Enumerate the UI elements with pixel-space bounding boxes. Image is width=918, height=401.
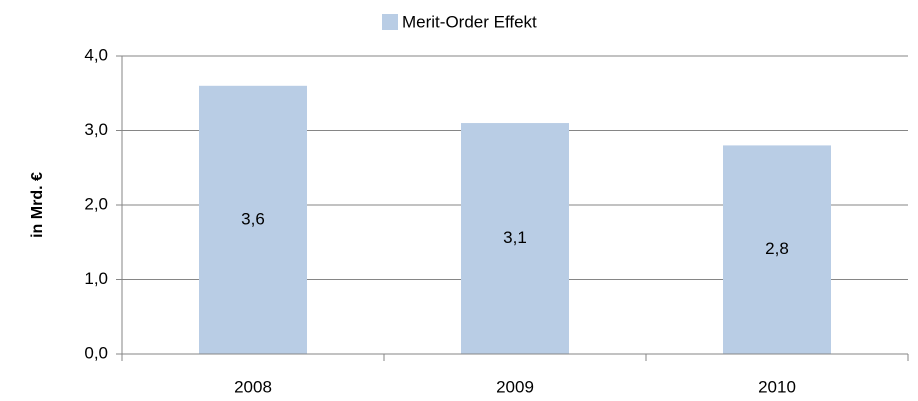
bar xyxy=(461,123,569,354)
value-label: 3,1 xyxy=(503,228,527,247)
legend-swatch xyxy=(382,14,398,30)
y-tick-label: 0,0 xyxy=(84,343,108,362)
y-tick-label: 1,0 xyxy=(84,269,108,288)
y-tick-label: 3,0 xyxy=(84,120,108,139)
bar xyxy=(723,145,831,354)
x-tick-label: 2009 xyxy=(496,377,534,396)
y-tick-label: 2,0 xyxy=(84,194,108,213)
y-axis-label: in Mrd. € xyxy=(29,172,46,238)
legend-label: Merit-Order Effekt xyxy=(402,12,537,31)
value-label: 2,8 xyxy=(765,239,789,258)
bar xyxy=(199,85,307,355)
x-tick-label: 2008 xyxy=(234,377,272,396)
y-tick-label: 4,0 xyxy=(84,45,108,64)
x-tick-label: 2010 xyxy=(758,377,796,396)
value-label: 3,6 xyxy=(241,209,265,228)
